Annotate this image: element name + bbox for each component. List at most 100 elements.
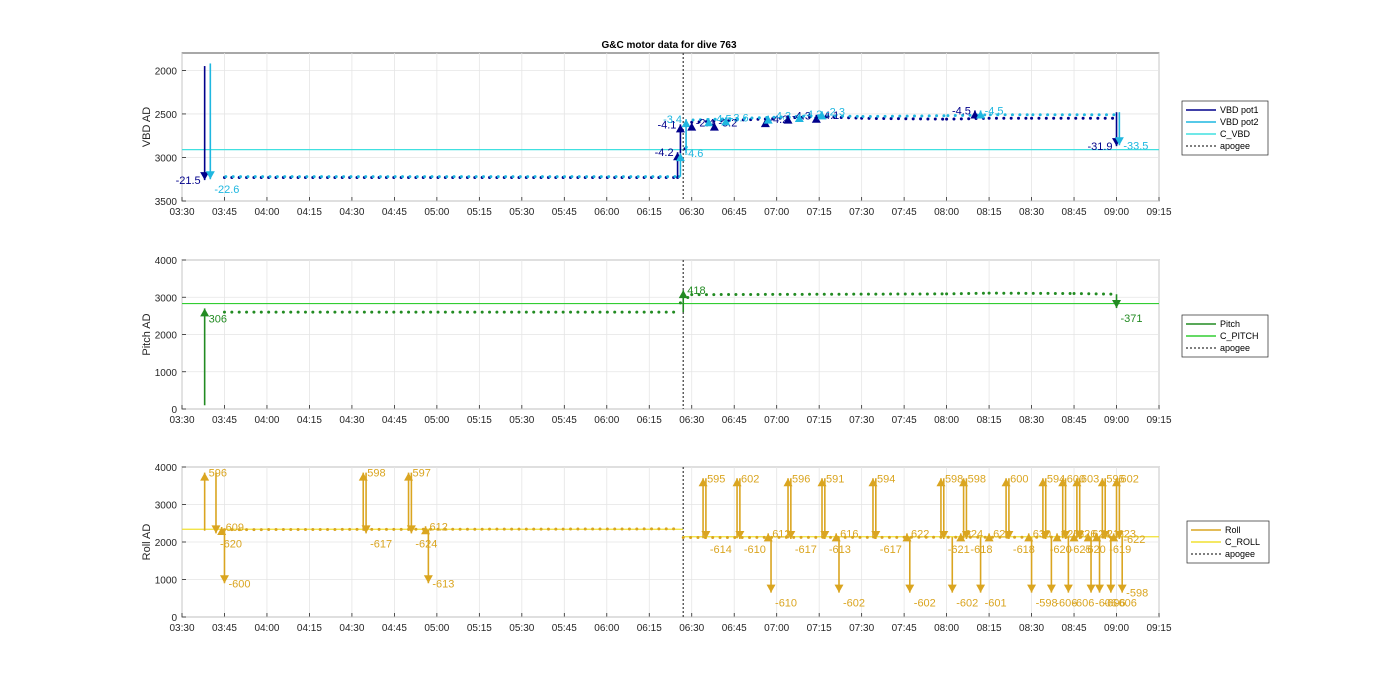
data-point: [305, 175, 309, 179]
data-point: [981, 291, 985, 295]
x-tick-label: 06:00: [594, 207, 619, 218]
data-point: [1030, 116, 1034, 120]
arrow-head: [1100, 531, 1110, 539]
data-point: [399, 310, 403, 314]
data-point: [757, 116, 761, 120]
arrow-label: 418: [687, 285, 705, 297]
arrow-label: -4.2: [769, 114, 788, 126]
arrow-head: [704, 118, 714, 127]
x-tick-label: 09:15: [1146, 207, 1171, 218]
arrow-label: -371: [1121, 313, 1143, 325]
data-point: [883, 114, 887, 118]
arrow-head: [709, 122, 719, 131]
data-point: [326, 310, 330, 314]
y-tick-label: 2000: [155, 331, 178, 342]
data-point: [290, 175, 294, 179]
data-point: [642, 527, 646, 531]
data-point: [473, 527, 477, 531]
legend-entry: apogee: [1220, 343, 1250, 353]
y-tick-label: 2500: [155, 110, 178, 121]
x-tick-label: 04:15: [297, 623, 322, 634]
data-point: [1087, 292, 1091, 296]
data-point: [988, 113, 992, 117]
data-point: [961, 113, 965, 117]
arrow-label: -4.5: [952, 105, 971, 117]
data-point: [1072, 292, 1076, 296]
data-point: [1013, 535, 1017, 539]
arrow-head: [1004, 531, 1014, 539]
arrow-label: -617: [795, 544, 817, 556]
data-point: [959, 292, 963, 296]
data-point: [808, 292, 812, 296]
adjustment-arrow: -598: [1117, 537, 1148, 600]
data-point: [311, 310, 315, 314]
data-point: [303, 310, 307, 314]
data-point: [678, 301, 682, 305]
data-point: [725, 535, 729, 539]
data-point: [896, 117, 900, 121]
data-point: [952, 117, 956, 121]
arrow-label: 306: [209, 313, 227, 325]
data-point: [658, 175, 662, 179]
x-tick-label: 08:00: [934, 207, 959, 218]
arrow-head: [735, 531, 745, 539]
data-point: [945, 117, 949, 121]
data-point: [1109, 292, 1113, 296]
data-point: [274, 310, 278, 314]
data-point: [1020, 535, 1024, 539]
data-point: [569, 310, 573, 314]
arrow-label: -619: [1109, 544, 1131, 556]
data-point: [267, 528, 271, 532]
data-point: [1060, 113, 1064, 117]
arrow-head: [1095, 584, 1105, 593]
x-tick-label: 03:30: [169, 207, 194, 218]
data-point: [480, 310, 484, 314]
data-point: [392, 527, 396, 531]
data-point: [830, 292, 834, 296]
data-point: [912, 114, 916, 118]
data-point: [230, 310, 234, 314]
data-point: [887, 535, 891, 539]
arrow-head: [211, 525, 221, 534]
data-point: [794, 115, 798, 119]
arrow-label: 609: [226, 522, 244, 534]
data-point: [1103, 116, 1107, 120]
data-point: [303, 527, 307, 531]
data-point: [237, 310, 241, 314]
data-point: [599, 175, 603, 179]
data-point: [1079, 292, 1083, 296]
arrow-label: -610: [744, 544, 766, 556]
arrow-label: 612: [430, 521, 448, 533]
x-tick-label: 04:30: [339, 415, 364, 426]
data-point: [458, 527, 462, 531]
arrow-label: 598: [945, 473, 963, 485]
data-point: [673, 175, 677, 179]
arrow-label: -598: [1036, 598, 1058, 610]
data-point: [268, 175, 272, 179]
data-point: [681, 536, 685, 539]
data-point: [613, 527, 617, 531]
arrow-label: -606: [1115, 598, 1137, 610]
adjustment-arrow: -606: [1095, 537, 1126, 610]
adjustment-arrow: -606: [1086, 537, 1117, 610]
data-point: [855, 114, 859, 118]
arrow-label: 594: [877, 473, 895, 485]
x-tick-label: 06:00: [594, 623, 619, 634]
arrow-head: [834, 584, 844, 593]
data-point: [231, 175, 235, 179]
arrow-head: [766, 584, 776, 593]
arrow-head: [406, 525, 416, 534]
data-point: [650, 527, 654, 531]
data-point: [1039, 291, 1043, 295]
data-point: [772, 115, 776, 119]
data-point: [704, 293, 708, 297]
data-point: [326, 527, 330, 531]
x-tick-label: 07:45: [892, 207, 917, 218]
data-point: [954, 535, 958, 539]
arrow-head: [675, 153, 685, 162]
arrow-label: -33.5: [1123, 140, 1148, 152]
data-point: [1024, 116, 1028, 120]
data-point: [1031, 291, 1035, 295]
data-point: [865, 535, 869, 539]
data-point: [672, 310, 676, 314]
